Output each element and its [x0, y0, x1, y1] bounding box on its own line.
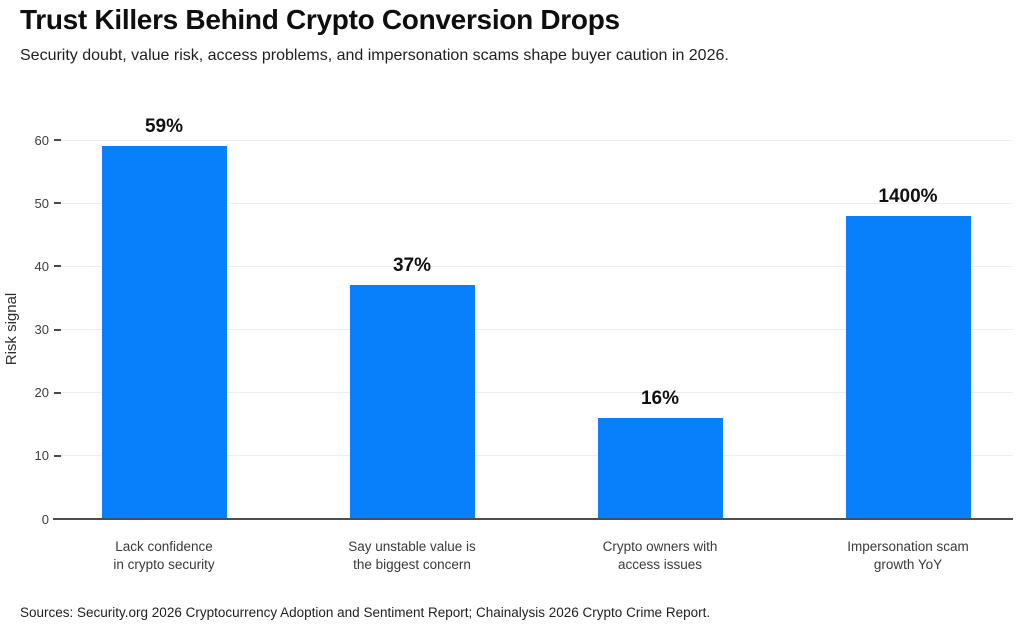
y-tick-label: 10: [34, 448, 49, 464]
y-tick-mark: [54, 328, 61, 331]
bar: [349, 285, 475, 519]
source-attribution: Sources: Security.org 2026 Cryptocurrenc…: [20, 605, 711, 620]
x-axis-category-label: Crypto owners with access issues: [602, 539, 718, 572]
gridline: [58, 202, 1013, 204]
bar-value-label: 16%: [640, 387, 680, 409]
bar-value-label: 1400%: [878, 185, 938, 207]
x-axis-category-label: Lack confidence in crypto security: [113, 539, 215, 572]
bar: [845, 215, 971, 519]
y-tick-mark: [54, 265, 61, 268]
y-tick-label: 30: [34, 322, 49, 337]
gridline: [58, 455, 1013, 457]
y-tick-label: 50: [34, 195, 49, 211]
bar-value-label: 59%: [144, 116, 184, 138]
chart-subtitle: Security doubt, value risk, access probl…: [20, 47, 729, 64]
x-axis-line: [53, 518, 1013, 520]
bar: [101, 146, 227, 519]
gridline: [58, 265, 1013, 267]
chart-title: Trust Killers Behind Crypto Conversion D…: [20, 4, 620, 35]
gridline: [58, 329, 1013, 330]
y-tick-label: 20: [34, 385, 49, 401]
y-tick-mark: [54, 202, 61, 205]
y-tick-mark: [54, 454, 61, 457]
x-axis-category-label: Impersonation scam growth YoY: [847, 539, 969, 572]
y-tick-label: 60: [34, 132, 49, 148]
gridline: [58, 139, 1013, 141]
y-tick-mark: [54, 391, 61, 394]
y-tick-label: 40: [34, 258, 49, 274]
y-tick-mark: [54, 139, 61, 141]
bar: [597, 417, 723, 519]
y-tick-label: 0: [41, 511, 49, 527]
bar-value-label: 37%: [392, 255, 432, 277]
x-axis-category-label: Say unstable value is the biggest concern: [348, 539, 476, 572]
gridline: [58, 392, 1013, 394]
